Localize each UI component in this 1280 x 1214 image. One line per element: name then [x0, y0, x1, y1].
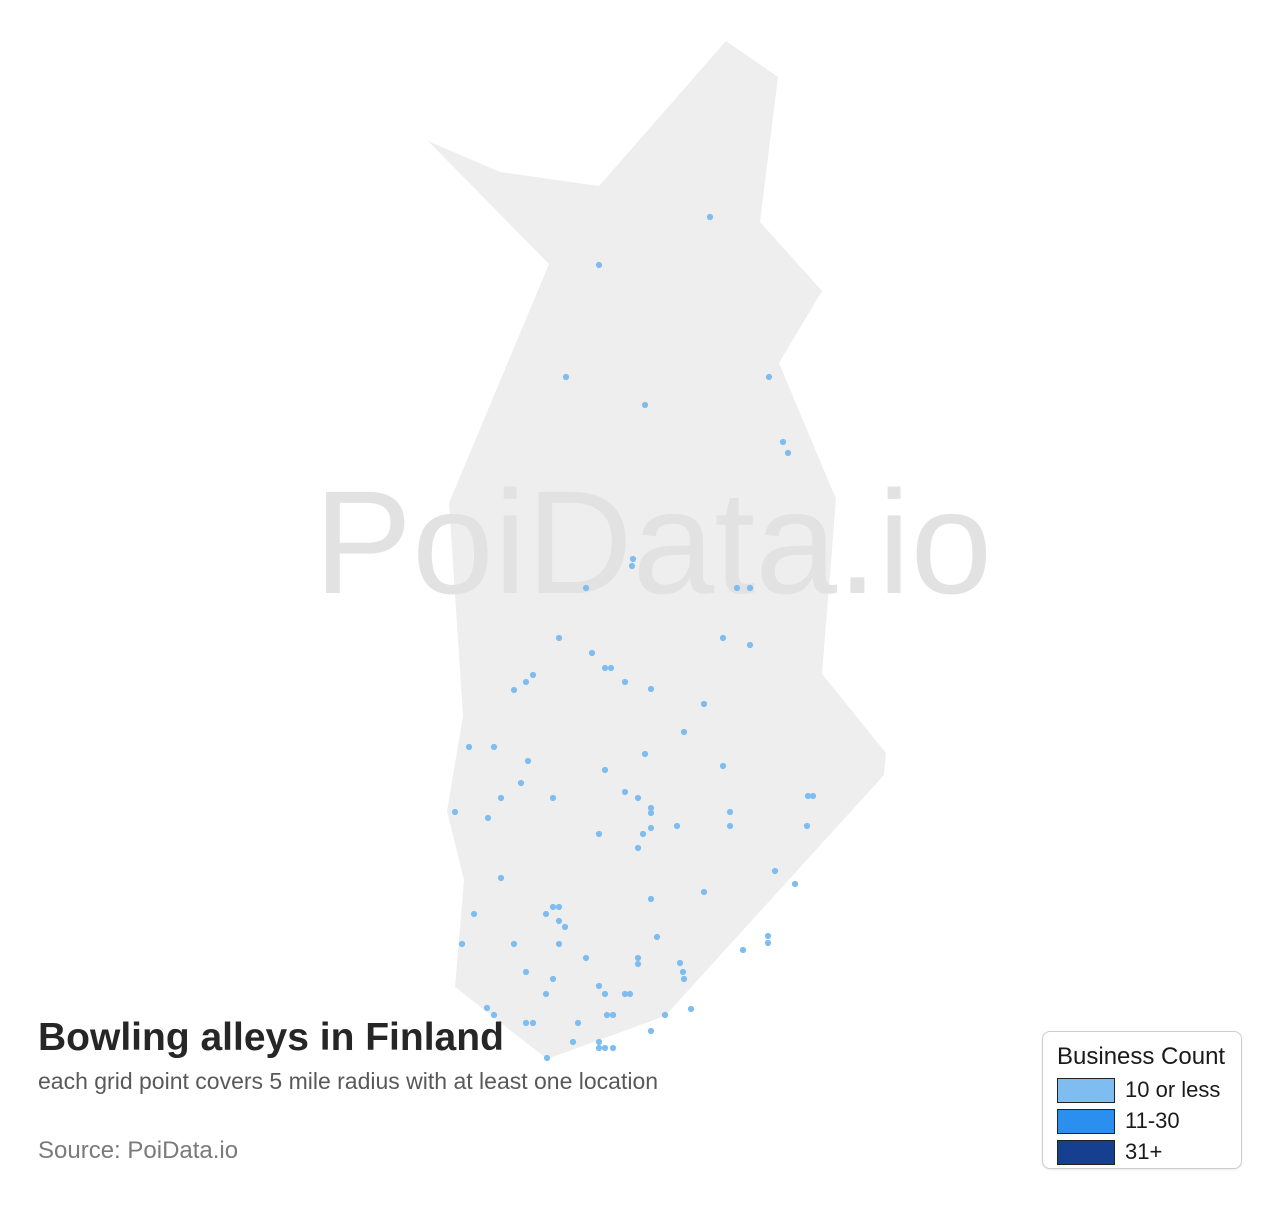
svg-text:PoiData.io: PoiData.io — [314, 461, 992, 625]
